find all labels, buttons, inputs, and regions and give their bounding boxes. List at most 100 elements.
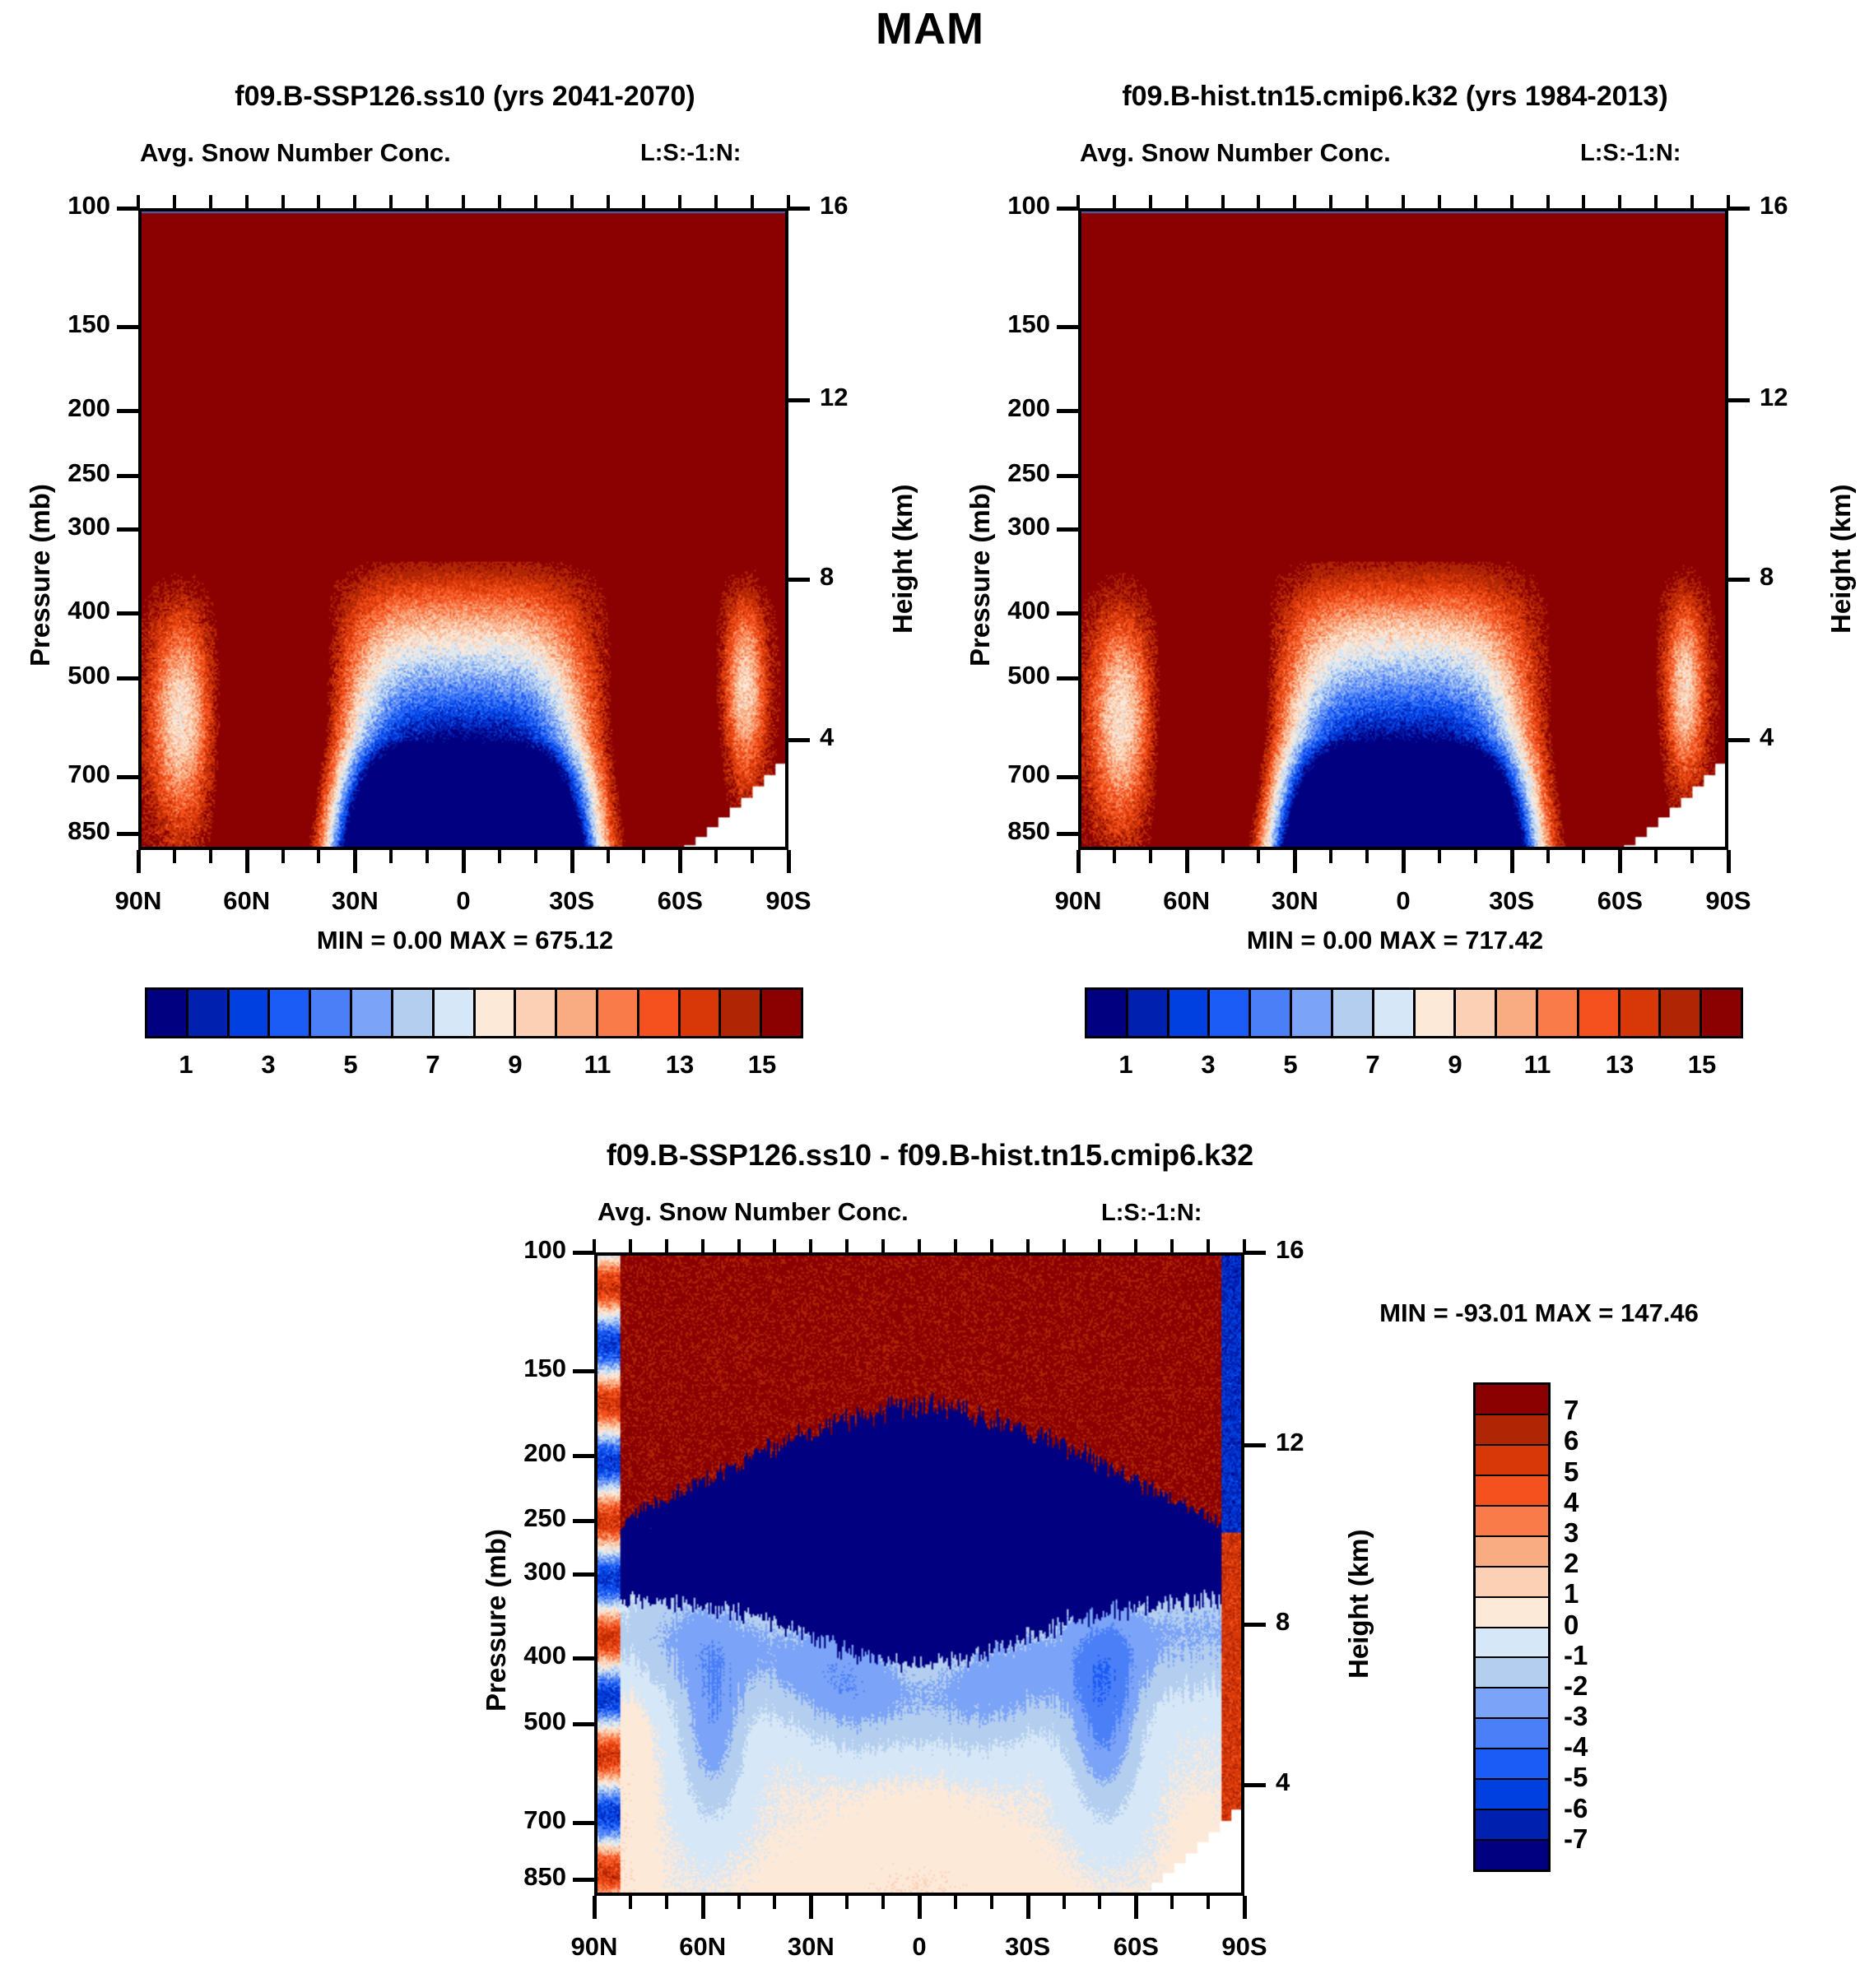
y-tick-top-right (1057, 611, 1078, 616)
diff-colorbar-tick-label: 6 (1564, 1425, 1579, 1456)
diff-colorbar-cell-4 (1476, 1475, 1548, 1507)
x-tick-top-top-left (606, 195, 610, 208)
x-tick-minor-top-right (1437, 850, 1441, 863)
x-tick-top-top-left (353, 195, 357, 208)
x-tick-top-top-right (1727, 195, 1730, 208)
diff-colorbar-cell-12 (1476, 1719, 1548, 1750)
y2-tick-label-top-left: 4 (820, 722, 835, 751)
x-tick-label-top-right: 60S (1597, 886, 1643, 915)
x-tick-top-top-left (497, 195, 501, 208)
y-tick-label-top-right: 400 (1007, 596, 1050, 625)
y2-tick-label-top-left: 16 (820, 191, 849, 220)
colorbar-cell-3 (1169, 990, 1211, 1036)
colorbar-top-right (1085, 987, 1743, 1038)
x-tick-minor-top-left (208, 850, 212, 863)
x-tick-top-bottom-diff (1207, 1239, 1211, 1252)
panel-scalelabel-bottom-diff: L:S:-1:N: (1101, 1200, 1202, 1226)
colorbar-cell-4 (1210, 990, 1252, 1036)
x-tick-label-bottom-diff: 0 (912, 1932, 927, 1961)
y2-tick-label-top-right: 16 (1760, 191, 1788, 220)
x-tick-major-top-right (1076, 850, 1081, 873)
y2-tick-top-right (1728, 577, 1750, 582)
diff-colorbar-tick-label: -6 (1564, 1792, 1588, 1823)
x-tick-minor-bottom-diff (628, 1896, 632, 1909)
colorbar-top-left (145, 987, 803, 1038)
y2-tick-label-top-right: 8 (1760, 561, 1774, 591)
x-tick-top-top-right (1184, 195, 1188, 208)
colorbar-tick-label: 3 (1201, 1050, 1216, 1079)
colorbar-tick-label: 15 (747, 1050, 777, 1079)
diff-colorbar-cell-8 (1476, 1597, 1548, 1628)
x-tick-top-top-right (1221, 195, 1225, 208)
x-tick-top-bottom-diff (628, 1239, 632, 1252)
x-tick-minor-top-right (1473, 850, 1477, 863)
y-tick-label-bottom-diff: 850 (523, 1861, 566, 1891)
panel-scalelabel-top-left: L:S:-1:N: (640, 140, 742, 166)
y2-tick-label-top-right: 4 (1760, 722, 1774, 751)
x-tick-top-bottom-diff (593, 1239, 596, 1252)
x-tick-top-bottom-diff (664, 1239, 668, 1252)
x-tick-label-bottom-diff: 90S (1221, 1932, 1267, 1961)
x-tick-top-top-right (1076, 195, 1080, 208)
x-tick-top-top-left (317, 195, 321, 208)
y2-tick-label-bottom-diff: 12 (1276, 1427, 1304, 1456)
x-tick-minor-top-left (642, 850, 646, 863)
colorbar-cell-16 (1702, 990, 1741, 1036)
y2-tick-top-left (788, 398, 810, 403)
x-tick-top-top-right (1582, 195, 1586, 208)
x-tick-major-top-left (244, 850, 249, 873)
colorbar-tick-label: 7 (1365, 1050, 1380, 1079)
colorbar-cell-16 (762, 990, 801, 1036)
x-tick-major-bottom-diff (1134, 1896, 1139, 1919)
diff-colorbar-tick-label: -2 (1564, 1670, 1588, 1701)
minmax-top-right: MIN = 0.00 MAX = 717.42 (1246, 926, 1544, 955)
y-tick-label-top-left: 700 (67, 759, 110, 788)
colorbar-tick-label: 11 (584, 1050, 611, 1079)
y-tick-top-left (117, 774, 138, 779)
x-tick-label-top-right: 90N (1054, 886, 1102, 915)
x-tick-minor-top-right (1148, 850, 1152, 863)
y-tick-top-left (117, 207, 138, 211)
colorbar-tick-label: 13 (665, 1050, 695, 1079)
x-tick-major-bottom-diff (700, 1896, 705, 1919)
plot-area-top-left (138, 208, 788, 850)
x-tick-label-top-left: 60N (223, 886, 271, 915)
x-tick-major-top-left (137, 850, 141, 873)
x-tick-minor-top-left (389, 850, 393, 863)
x-tick-top-top-left (244, 195, 249, 208)
colorbar-cell-13 (639, 990, 681, 1036)
x-tick-label-bottom-diff: 30S (1005, 1932, 1051, 1961)
contour-field-bottom-diff (598, 1256, 1241, 1893)
x-tick-major-top-left (678, 850, 683, 873)
panel-varlabel-top-right: Avg. Snow Number Conc. (1080, 138, 1391, 167)
y-tick-label-bottom-diff: 300 (523, 1557, 566, 1586)
y-tick-bottom-diff (573, 1519, 594, 1524)
x-tick-top-top-left (137, 195, 140, 208)
x-tick-major-top-left (570, 850, 574, 873)
x-tick-major-bottom-diff (918, 1896, 922, 1919)
colorbar-tick-label: 1 (179, 1050, 193, 1079)
diff-colorbar-cell-3 (1476, 1445, 1548, 1476)
y-tick-bottom-diff (573, 1251, 594, 1255)
y-tick-label-top-left: 150 (67, 309, 110, 338)
colorbar-tick-label: 7 (425, 1050, 440, 1079)
x-tick-top-bottom-diff (1098, 1239, 1102, 1252)
x-tick-label-bottom-diff: 90N (570, 1932, 618, 1961)
x-tick-top-top-left (787, 195, 790, 208)
y-tick-label-top-right: 250 (1007, 458, 1050, 488)
y-tick-label-top-right: 200 (1007, 393, 1050, 423)
y-tick-bottom-diff (573, 1877, 594, 1882)
y-tick-top-left (117, 676, 138, 681)
x-tick-top-bottom-diff (918, 1239, 921, 1252)
contour-field-top-left (142, 211, 785, 847)
y-tick-bottom-diff (573, 1572, 594, 1577)
y2-tick-label-bottom-diff: 16 (1276, 1235, 1304, 1264)
colorbar-cell-9 (1415, 990, 1457, 1036)
x-tick-top-bottom-diff (700, 1239, 704, 1252)
colorbar-cell-6 (1292, 990, 1333, 1036)
y2-tick-bottom-diff (1244, 1251, 1266, 1255)
x-tick-minor-top-left (751, 850, 755, 863)
x-tick-label-top-left: 0 (456, 886, 471, 915)
y2-tick-bottom-diff (1244, 1442, 1266, 1447)
x-tick-major-bottom-diff (593, 1896, 597, 1919)
